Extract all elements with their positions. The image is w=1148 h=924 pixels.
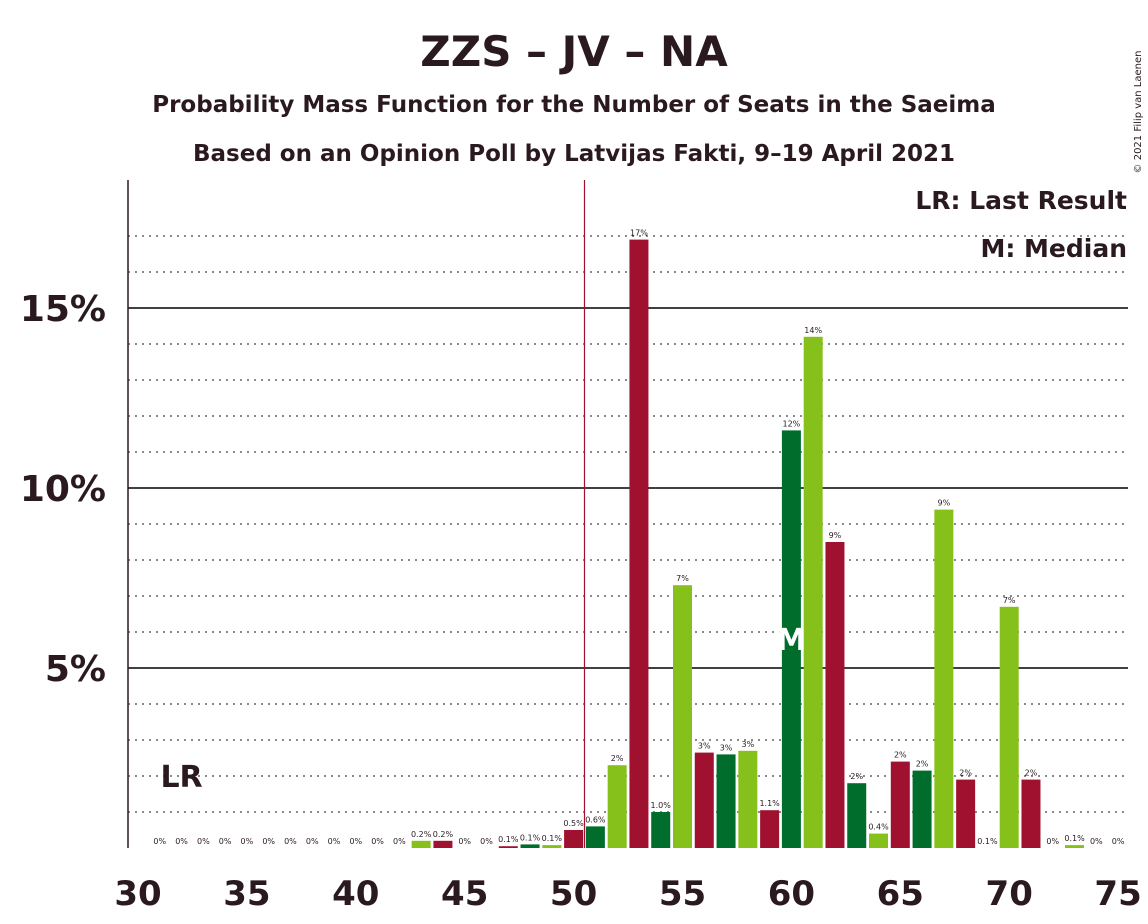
- bar-seat-50: [564, 830, 584, 848]
- x-tick-label: 70: [986, 874, 1033, 914]
- bar-label-seat-55: 7%: [676, 574, 689, 583]
- x-tick-label: 55: [659, 874, 706, 914]
- bar-label-seat-51: 0.6%: [585, 815, 606, 824]
- bar-label-seat-39: 0%: [328, 837, 341, 846]
- bar-label-seat-53: 17%: [630, 229, 648, 238]
- bar-label-seat-34: 0%: [219, 837, 232, 846]
- bar-label-seat-67: 9%: [938, 499, 951, 508]
- bar-seat-73: [1065, 845, 1085, 848]
- y-ticks: 5% 10% 15%: [20, 289, 106, 690]
- bar-seat-43: [411, 840, 431, 848]
- bar-label-seat-57: 3%: [720, 743, 733, 752]
- bar-seat-61: [803, 336, 823, 848]
- bar-label-seat-48: 0.1%: [520, 833, 541, 842]
- bar-seat-49: [542, 845, 562, 848]
- chart-title: ZZS – JV – NA: [420, 27, 728, 76]
- bar-seat-63: [847, 783, 867, 848]
- bar-seat-48: [520, 844, 540, 848]
- bar-seat-67: [934, 509, 954, 848]
- bar-label-seat-68: 2%: [959, 769, 972, 778]
- chart-subtitle: Probability Mass Function for the Number…: [152, 92, 996, 118]
- bar-label-seat-44: 0.2%: [433, 830, 454, 839]
- bar-label-seat-63: 2%: [850, 772, 863, 781]
- bar-seat-47: [498, 846, 518, 848]
- bar-seat-58: [738, 750, 758, 848]
- bar-seat-56: [694, 752, 714, 848]
- gridlines: [128, 235, 1128, 813]
- bar-label-seat-64: 0.4%: [868, 823, 889, 832]
- y-tick-label: 15%: [20, 289, 106, 330]
- bar-label-seat-49: 0.1%: [542, 834, 563, 843]
- bar-label-seat-41: 0%: [371, 837, 384, 846]
- bar-label-seat-47: 0.1%: [498, 835, 519, 844]
- bar-label-seat-35: 0%: [241, 837, 254, 846]
- bar-seat-66: [912, 770, 932, 848]
- median-marker: M: [776, 623, 806, 658]
- bar-label-seat-65: 2%: [894, 751, 907, 760]
- bar-label-seat-71: 2%: [1025, 769, 1038, 778]
- bar-label-seat-43: 0.2%: [411, 830, 432, 839]
- bar-label-seat-69: 0.1%: [977, 837, 998, 846]
- legend-last-result: LR: Last Result: [915, 186, 1127, 215]
- bar-label-seat-73: 0.1%: [1064, 834, 1085, 843]
- bars: [411, 239, 1085, 849]
- bar-seat-51: [585, 826, 605, 848]
- x-tick-label: 30: [114, 874, 161, 914]
- bar-label-seat-72: 0%: [1046, 837, 1059, 846]
- bar-label-seat-32: 0%: [175, 837, 188, 846]
- bar-seat-59: [760, 810, 780, 848]
- bar-label-seat-74: 0%: [1090, 837, 1103, 846]
- bar-seat-62: [825, 542, 845, 848]
- x-ticks: 30 35 40 45 50 55 60 65 70 75: [114, 874, 1141, 914]
- bar-seat-60: [781, 430, 801, 848]
- bar-seat-52: [607, 765, 627, 848]
- bar-seat-55: [673, 585, 692, 848]
- x-tick-label: 50: [550, 874, 597, 914]
- bar-label-seat-54: 1.0%: [651, 801, 672, 810]
- bar-label-seat-61: 14%: [804, 326, 822, 335]
- bar-label-seat-56: 3%: [698, 742, 711, 751]
- bar-label-seat-52: 2%: [611, 754, 624, 763]
- x-tick-label: 40: [332, 874, 379, 914]
- bar-seat-44: [433, 840, 453, 848]
- bar-label-seat-37: 0%: [284, 837, 297, 846]
- bar-label-seat-46: 0%: [480, 837, 493, 846]
- bar-label-seat-59: 1.1%: [759, 799, 780, 808]
- x-tick-label: 35: [223, 874, 270, 914]
- bar-label-seat-62: 9%: [829, 531, 842, 540]
- bar-seat-54: [651, 812, 671, 848]
- bar-seat-65: [890, 761, 910, 848]
- bar-label-seat-33: 0%: [197, 837, 210, 846]
- bar-label-seat-36: 0%: [262, 837, 275, 846]
- x-tick-label: 75: [1094, 874, 1141, 914]
- bar-labels: 0% 0% 0% 0% 0% 0% 0% 0% 0% 0% 0% 0% 0.2% 0.2% 0% 0% 0.1%…: [153, 229, 1124, 846]
- bar-label-seat-31: 0%: [153, 837, 166, 846]
- bar-label-seat-58: 3%: [741, 740, 754, 749]
- x-tick-label: 45: [441, 874, 488, 914]
- bar-label-seat-75: 0%: [1112, 837, 1125, 846]
- y-tick-label: 5%: [45, 649, 106, 690]
- bar-label-seat-38: 0%: [306, 837, 319, 846]
- y-tick-label: 10%: [20, 469, 106, 510]
- bar-label-seat-66: 2%: [916, 760, 929, 769]
- copyright-text: © 2021 Filip van Laenen: [1133, 51, 1144, 174]
- x-tick-label: 65: [877, 874, 924, 914]
- bar-seat-68: [956, 779, 976, 848]
- bar-label-seat-50: 0.5%: [563, 819, 584, 828]
- bar-label-seat-40: 0%: [349, 837, 362, 846]
- legend-median: M: Median: [980, 234, 1127, 263]
- bar-seat-70: [999, 606, 1019, 848]
- last-result-marker: LR: [160, 760, 202, 795]
- bar-label-seat-70: 7%: [1003, 596, 1016, 605]
- bar-label-seat-60: 12%: [783, 419, 801, 428]
- bar-label-seat-42: 0%: [393, 837, 406, 846]
- x-tick-label: 60: [768, 874, 815, 914]
- bar-label-seat-45: 0%: [458, 837, 471, 846]
- bar-seat-57: [716, 754, 736, 848]
- bar-seat-64: [869, 833, 889, 848]
- bar-seat-71: [1021, 779, 1041, 848]
- bar-seat-53: [629, 239, 649, 849]
- chart-subtitle-2: Based on an Opinion Poll by Latvijas Fak…: [193, 141, 955, 167]
